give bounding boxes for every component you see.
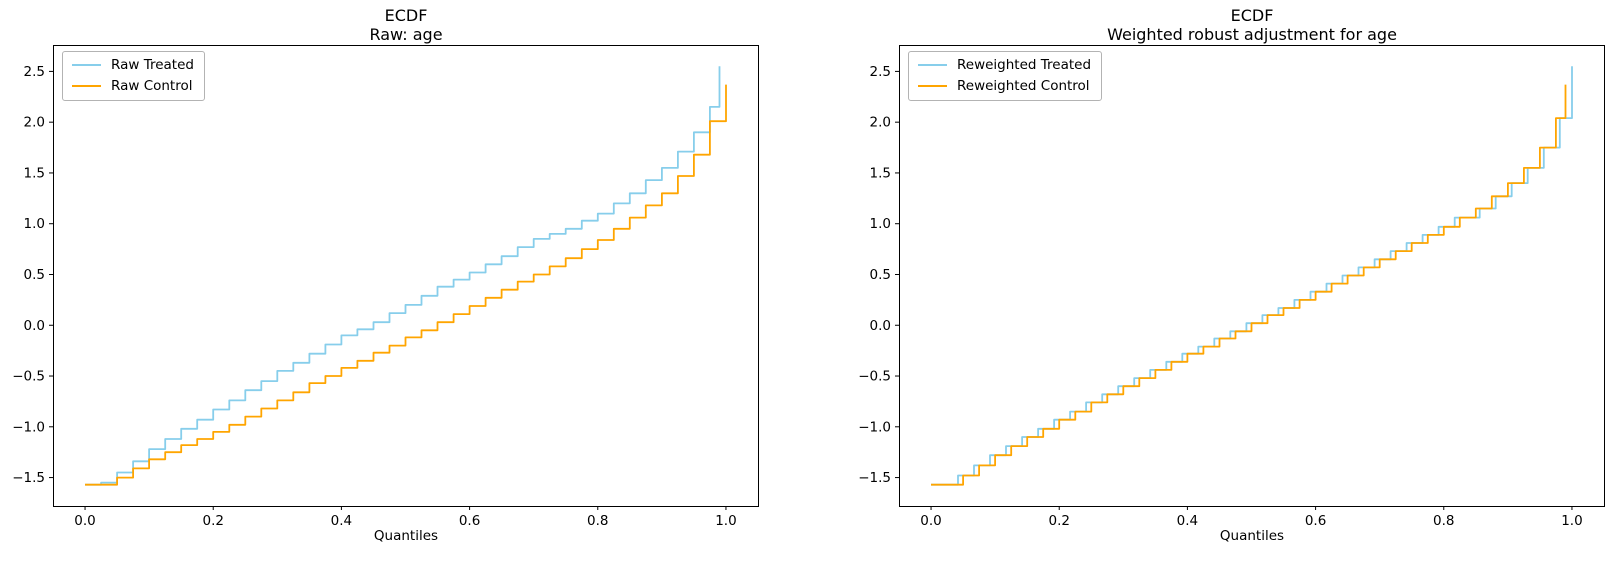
x-tick-label: 1.0	[715, 513, 736, 529]
y-tick-label: 2.0	[870, 115, 891, 131]
left-chart-title: ECDF Raw: age	[106, 6, 706, 45]
y-tick-label: −0.5	[12, 369, 45, 385]
x-tick-label: 0.2	[1048, 513, 1069, 529]
legend-label: Reweighted Treated	[957, 57, 1092, 73]
control-line-swatch	[72, 84, 101, 88]
legend-label: Raw Treated	[111, 57, 194, 73]
right-legend: Reweighted Treated Reweighted Control	[908, 51, 1103, 101]
legend-entry: Raw Treated	[72, 57, 194, 73]
x-tick-label: 1.0	[1561, 513, 1582, 529]
x-tick-label: 0.4	[1177, 513, 1198, 529]
y-tick-label: −1.5	[858, 470, 891, 486]
right-chart-title-line2: Weighted robust adjustment for age	[1107, 24, 1397, 44]
y-tick-label: 1.5	[870, 165, 891, 181]
y-tick-label: −1.5	[12, 470, 45, 486]
right-axes-frame	[899, 45, 1605, 507]
y-tick-label: 2.5	[24, 64, 45, 80]
left-legend: Raw Treated Raw Control	[62, 51, 205, 101]
left-x-axis-label: Quantiles	[373, 528, 439, 544]
series-line-raw-treated	[85, 66, 721, 486]
control-line-swatch	[918, 84, 947, 88]
left-chart-title-line2: Raw: age	[369, 24, 443, 44]
y-tick-label: 1.5	[24, 165, 45, 181]
y-tick-label: 0.0	[870, 318, 891, 334]
x-tick-label: 0.6	[1305, 513, 1326, 529]
x-tick-label: 0.8	[1433, 513, 1454, 529]
x-tick-label: 0.0	[74, 513, 95, 529]
y-tick-label: −1.0	[858, 419, 891, 435]
y-tick-label: 1.0	[870, 216, 891, 232]
series-line-raw-control	[85, 84, 727, 486]
y-tick-label: 0.5	[24, 267, 45, 283]
x-tick-label: 0.4	[331, 513, 352, 529]
left-chart-title-line1: ECDF	[384, 6, 428, 25]
legend-entry: Reweighted Control	[918, 78, 1091, 94]
treated-line-swatch	[918, 63, 947, 67]
x-tick-label: 0.6	[459, 513, 480, 529]
y-tick-label: 0.0	[24, 318, 45, 334]
x-tick-label: 0.0	[920, 513, 941, 529]
y-tick-label: −0.5	[858, 369, 891, 385]
x-tick-label: 0.8	[587, 513, 608, 529]
treated-line-swatch	[72, 63, 101, 67]
y-tick-label: −1.0	[12, 419, 45, 435]
y-tick-label: 2.5	[870, 64, 891, 80]
right-x-axis-label: Quantiles	[1219, 528, 1285, 544]
y-tick-label: 0.5	[870, 267, 891, 283]
series-line-reweighted-treated	[931, 66, 1573, 486]
legend-label: Raw Control	[111, 78, 193, 94]
right-chart-title-line1: ECDF	[1230, 6, 1274, 25]
y-tick-label: 1.0	[24, 216, 45, 232]
x-tick-label: 0.2	[202, 513, 223, 529]
series-line-reweighted-control	[931, 84, 1567, 486]
legend-entry: Raw Control	[72, 78, 194, 94]
legend-label: Reweighted Control	[957, 78, 1090, 94]
y-tick-label: 2.0	[24, 115, 45, 131]
right-chart-title: ECDF Weighted robust adjustment for age	[952, 6, 1552, 45]
legend-entry: Reweighted Treated	[918, 57, 1091, 73]
left-axes-frame	[53, 45, 759, 507]
